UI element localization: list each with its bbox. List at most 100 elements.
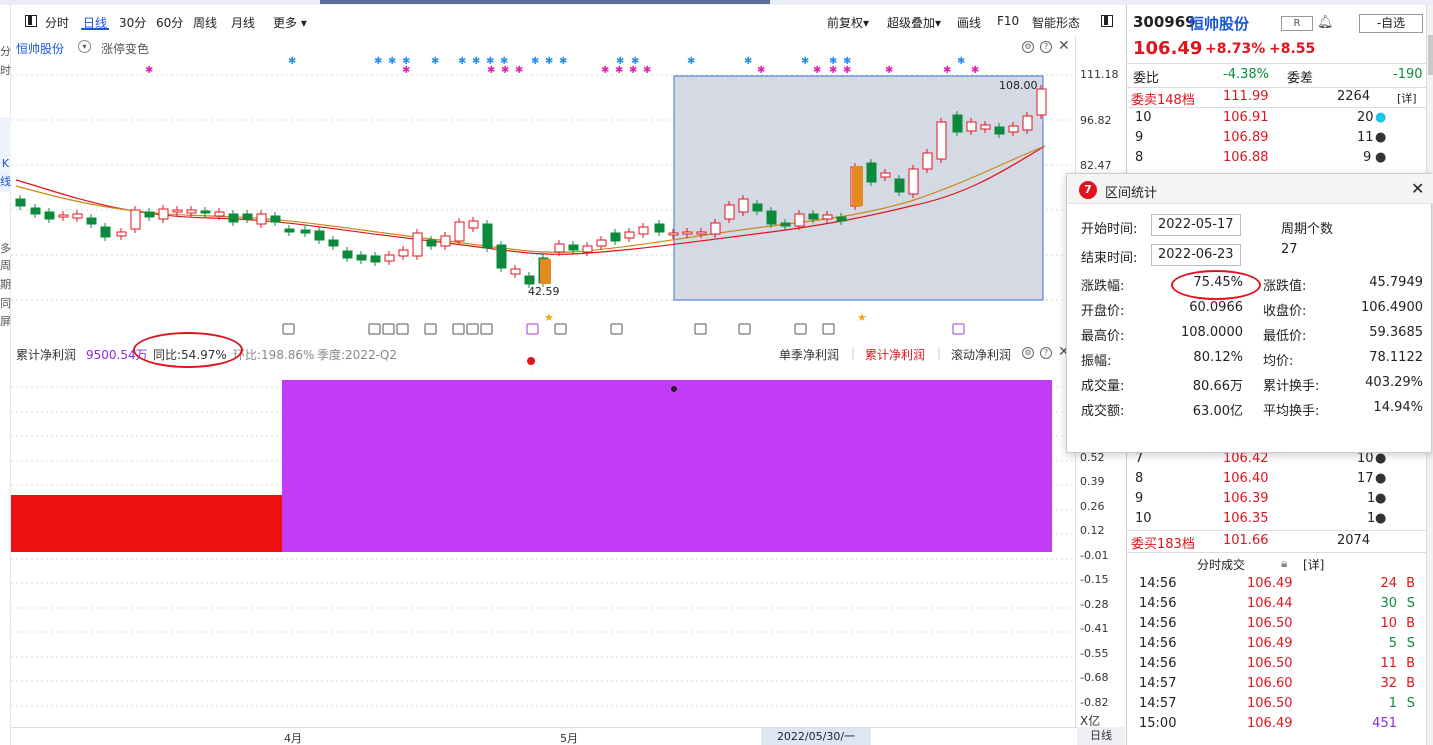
candle	[610, 232, 621, 242]
strip-char[interactable]: 周	[0, 259, 11, 272]
sell-queue-label[interactable]: 委卖148档	[1131, 93, 1195, 108]
overlay-menu[interactable]: 超级叠加▾	[887, 14, 941, 31]
tab-monthly[interactable]: 月线	[231, 16, 256, 30]
help-icon[interactable]: ?	[1040, 41, 1052, 53]
panel-toggle-icon[interactable]	[1101, 15, 1113, 27]
smart-pattern-button[interactable]: 智能形态	[1032, 16, 1081, 30]
event-star-icon: ✱	[957, 56, 965, 67]
tab-weekly[interactable]: 周线	[193, 16, 218, 30]
stock-name[interactable]: 恒帅股份	[1189, 15, 1250, 33]
strip-char[interactable]: 分	[0, 45, 11, 58]
stat-label: 最高价:	[1081, 329, 1125, 344]
ticks-detail-link[interactable]: [详]	[1303, 558, 1325, 572]
strip-char[interactable]: 多	[0, 242, 11, 255]
mode-single-quarter[interactable]: 单季净利润	[779, 348, 840, 362]
stat-label: 成交额:	[1081, 404, 1125, 419]
tick-row: 14:56 106.50 10 B	[1131, 616, 1423, 636]
candle	[510, 268, 521, 275]
tick-price: 106.60	[1247, 676, 1293, 691]
strip-char[interactable]: 屏	[0, 315, 11, 328]
candle	[780, 222, 791, 227]
indicator-dropdown-icon[interactable]: ▾	[78, 40, 91, 53]
tick-price: 106.44	[1247, 596, 1293, 611]
more-label: 更多	[273, 16, 298, 30]
kline-chart[interactable]: ✱ ✱ ✱ ✱ ✱ ✱ ✱ ✱ ✱ ✱ ✱ ✱ ✱ ✱ ✱ ✱ ✱ ✱ ✱ ✱ ✱ ✱ ✱ ✱ ✱ ✱ ✱ ✱ ✱ ✱ ✱ ✱ ✱ ✱ ✱ ✱ 108…	[11, 36, 1075, 346]
mode-cumulative[interactable]: 累计净利润	[865, 348, 926, 362]
start-date-input[interactable]: 2022-05-17	[1151, 214, 1241, 236]
lock-icon[interactable]: 🔒︎	[1281, 556, 1288, 570]
candle	[100, 226, 111, 238]
settings-icon[interactable]: ⚙	[1022, 41, 1034, 53]
value-tick: -0.82	[1080, 696, 1109, 709]
price-change: +8.55	[1269, 41, 1316, 57]
event-star-icon: ✱	[631, 56, 639, 67]
tick-row: 14:56 106.50 11 B	[1131, 656, 1423, 676]
tick-volume: 451	[1372, 716, 1397, 731]
period-label[interactable]: 日线	[1077, 727, 1125, 745]
candle	[794, 213, 805, 227]
event-note-icon	[452, 323, 465, 335]
bid-level: 10	[1135, 511, 1152, 526]
left-strip-selected	[0, 117, 11, 192]
tab-fenshi[interactable]: 分时	[45, 16, 70, 30]
layout-toggle-icon[interactable]	[25, 15, 37, 27]
period-count-value: 27	[1281, 242, 1298, 257]
caret-down-icon: ▾	[300, 16, 307, 30]
lower-close-icon[interactable]: ✕	[1058, 344, 1070, 360]
stat-value: 80.66万	[1192, 379, 1243, 394]
ask-volume: 11	[1357, 130, 1374, 145]
strip-char[interactable]: 时	[0, 64, 11, 77]
net-profit-chart[interactable]	[11, 343, 1075, 728]
close-icon[interactable]: ✕	[1058, 38, 1070, 54]
event-star-icon: ✱	[472, 56, 480, 67]
tick-price: 106.49	[1247, 636, 1293, 651]
strip-char[interactable]: K	[1, 157, 10, 170]
tick-volume: 1	[1388, 696, 1397, 711]
candle	[766, 210, 777, 225]
stat-label: 振幅:	[1081, 354, 1112, 369]
candle	[412, 232, 423, 257]
mode-divider: |	[851, 346, 856, 360]
end-date-input[interactable]: 2022-06-23	[1151, 244, 1241, 266]
tab-daily[interactable]: 日线	[83, 16, 108, 30]
candle	[468, 220, 479, 229]
strip-char[interactable]: 同	[0, 297, 11, 310]
ask-dot-icon: ●	[1375, 150, 1387, 165]
mode-rolling[interactable]: 滚动净利润	[951, 348, 1012, 362]
tick-row: 14:57 106.60 32 B	[1131, 676, 1423, 696]
strip-char[interactable]: 线	[0, 175, 11, 188]
bell-icon[interactable]: 🔔︎	[1317, 15, 1334, 30]
indicator-name[interactable]: 恒帅股份	[16, 42, 65, 56]
scrollbar-thumb[interactable]	[1428, 35, 1433, 75]
tick-volume: 30	[1380, 596, 1397, 611]
strip-char[interactable]: 期	[0, 278, 11, 291]
lower-help-icon[interactable]: ?	[1040, 347, 1052, 359]
tick-time: 14:56	[1139, 636, 1177, 651]
lower-settings-icon[interactable]: ⚙	[1022, 347, 1034, 359]
tab-60min[interactable]: 60分	[156, 16, 184, 30]
more-menu[interactable]: 更多 ▾	[273, 14, 307, 31]
pct-change: +8.73%	[1205, 41, 1266, 57]
lower-indicator-name[interactable]: 累计净利润	[16, 348, 77, 362]
candle	[130, 209, 141, 230]
watchlist-button[interactable]: -自选	[1359, 14, 1423, 33]
fuquan-menu[interactable]: 前复权▾	[827, 14, 869, 31]
dialog-close-icon[interactable]: ✕	[1411, 179, 1425, 198]
dialog-header: 7 区间统计 ✕	[1067, 174, 1433, 204]
candle	[682, 231, 693, 235]
f10-button[interactable]: F10	[997, 14, 1020, 28]
tab-30min[interactable]: 30分	[119, 16, 147, 30]
divider	[1127, 552, 1427, 553]
stat-label: 平均换手:	[1263, 404, 1320, 419]
candle	[752, 203, 763, 212]
candle	[980, 124, 991, 130]
candle	[200, 210, 211, 214]
event-star-icon: ✱	[374, 56, 382, 67]
tick-row: 14:56 106.49 5 S	[1131, 636, 1423, 656]
draw-button[interactable]: 画线	[957, 16, 982, 30]
buy-queue-label[interactable]: 委买183档	[1131, 537, 1195, 552]
candle	[72, 213, 83, 219]
sell-detail-link[interactable]: [详]	[1397, 92, 1417, 105]
r-badge[interactable]: R	[1281, 16, 1313, 31]
ask-volume: 9	[1363, 150, 1372, 165]
